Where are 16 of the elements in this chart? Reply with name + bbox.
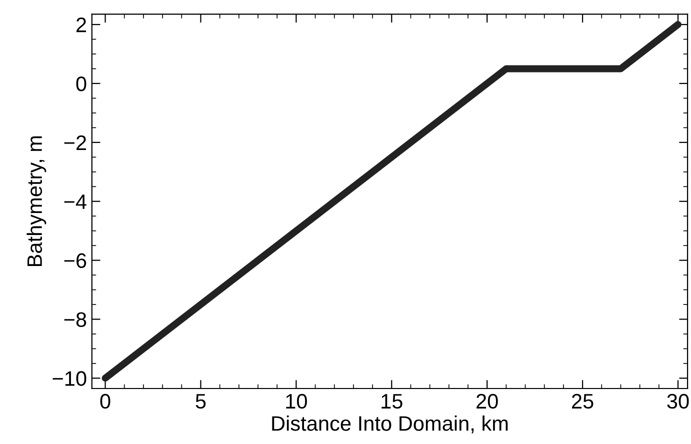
y-tick-label: −2 xyxy=(64,135,86,150)
x-tick-label: 15 xyxy=(382,394,402,409)
x-tick-label: 20 xyxy=(476,394,498,409)
x-tick-label: 10 xyxy=(286,394,307,409)
y-tick-label: 0 xyxy=(76,76,86,92)
x-tick-label: 30 xyxy=(667,394,689,409)
x-axis-title: Distance Into Domain, km xyxy=(272,416,508,434)
y-axis-title: Bathymetry, m xyxy=(26,136,46,266)
y-tick-label: −10 xyxy=(52,371,86,386)
x-tick-label: 5 xyxy=(196,394,206,409)
y-tick-label: −6 xyxy=(64,253,86,268)
x-tick-label: 25 xyxy=(572,394,594,409)
y-tick-label: −8 xyxy=(64,312,86,327)
y-tick-label: −4 xyxy=(64,194,86,209)
y-tick-label: 2 xyxy=(76,18,86,32)
x-tick-label: 0 xyxy=(100,394,110,409)
